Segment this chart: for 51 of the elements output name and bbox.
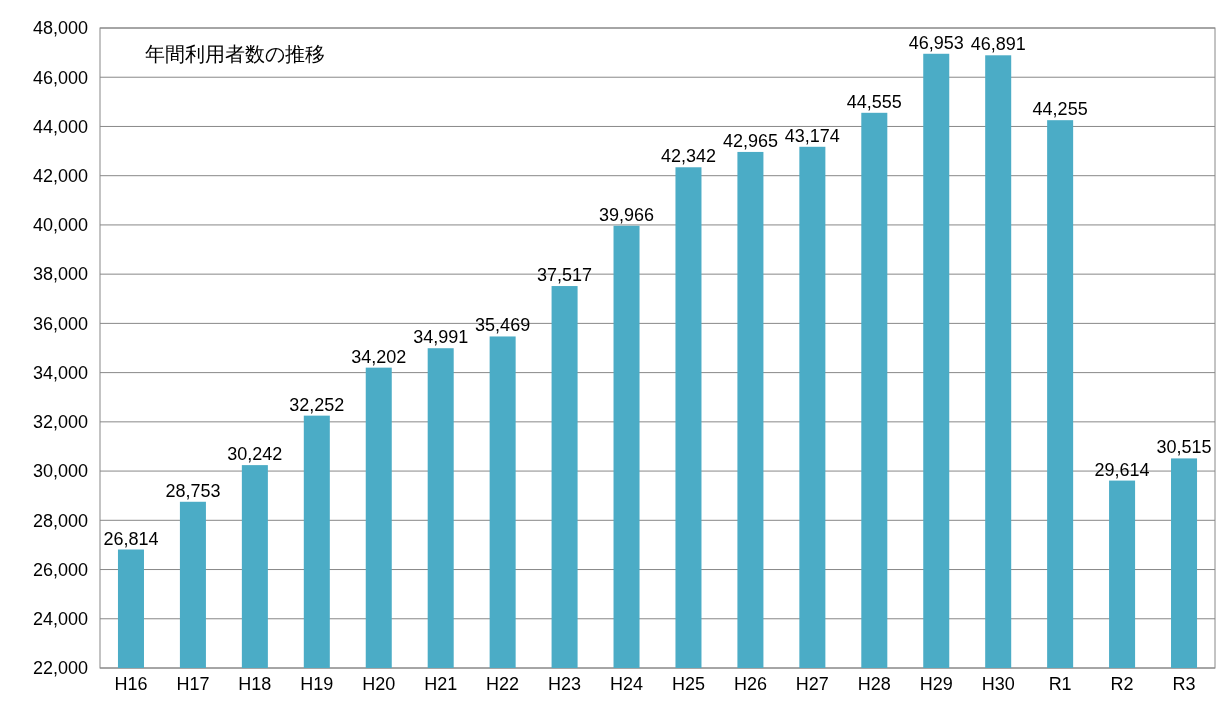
data-label: 28,753 [165,480,221,501]
data-label: 42,965 [722,130,778,151]
x-tick-label: H29 [919,674,953,694]
data-label: 44,555 [846,91,902,112]
y-tick-label: 46,000 [32,67,88,88]
x-tick-label: H17 [176,674,210,694]
y-tick-label: 30,000 [32,461,88,482]
data-label: 42,342 [660,146,716,167]
y-tick-label: 26,000 [32,559,88,580]
text: 年間利用者数の推移 [145,42,325,66]
y-tick-label: 32,000 [32,412,88,433]
data-label: 35,469 [475,315,531,336]
y-tick-label: 48,000 [32,18,88,39]
y-tick-label: 36,000 [32,313,88,334]
data-label: 29,614 [1094,459,1150,480]
x-tick-label: H28 [857,674,891,694]
data-label: 43,174 [784,125,840,146]
x-tick-label: H20 [362,674,396,694]
y-tick-label: 22,000 [32,658,88,679]
data-label: 44,255 [1032,99,1088,120]
data-label: 30,515 [1156,437,1212,458]
x-tick-label: R2 [1110,674,1134,694]
data-label: 34,991 [413,327,469,348]
x-tick-label: H22 [486,674,520,694]
y-tick-label: 42,000 [32,165,88,186]
x-tick-label: H24 [610,674,644,694]
y-tick-label: 40,000 [32,215,88,236]
y-tick-label: 34,000 [32,362,88,383]
x-tick-label: H18 [238,674,272,694]
data-label: 26,814 [103,528,159,549]
x-tick-label: H26 [733,674,767,694]
y-tick-label: 28,000 [32,510,88,531]
x-tick-label: R3 [1172,674,1196,694]
y-tick-label: 44,000 [32,116,88,137]
x-tick-label: H25 [671,674,705,694]
x-tick-label: H27 [795,674,829,694]
x-tick-label: R1 [1048,674,1072,694]
x-tick-label: H23 [548,674,582,694]
data-label: 39,966 [599,204,655,225]
x-tick-label: H19 [300,674,334,694]
data-label: 32,252 [289,394,345,415]
data-label: 34,202 [351,346,407,367]
data-label: 46,953 [908,32,964,53]
y-tick-label: 38,000 [32,264,88,285]
y-tick-label: 24,000 [32,609,88,630]
data-label: 30,242 [227,444,283,465]
x-tick-label: H21 [424,674,458,694]
data-label: 46,891 [970,34,1026,55]
x-tick-label: H16 [114,674,148,694]
x-tick-label: H30 [981,674,1015,694]
data-label: 37,517 [537,265,593,286]
